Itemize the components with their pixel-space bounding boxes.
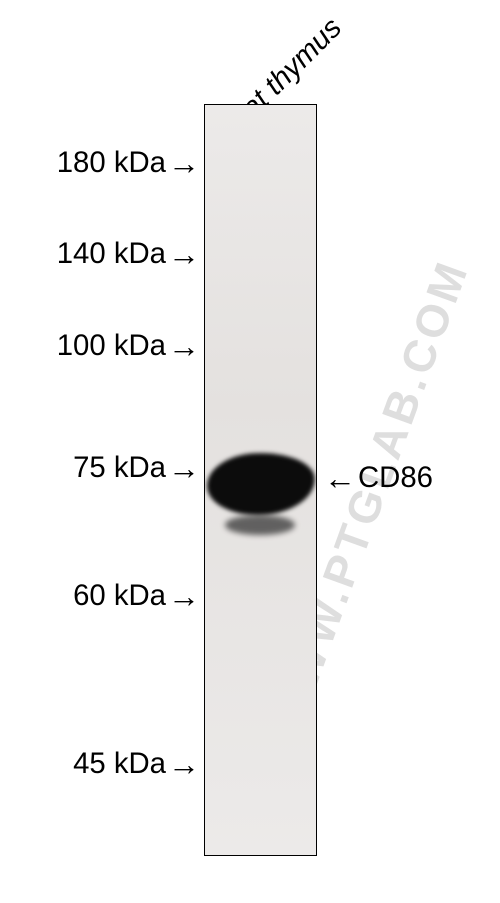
mw-marker: 60 kDa→ xyxy=(73,579,202,613)
mw-marker: 75 kDa→ xyxy=(73,451,202,485)
arrow-right-icon: → xyxy=(168,330,200,362)
mw-marker: 180 kDa→ xyxy=(57,146,202,180)
mw-marker-label: 100 kDa xyxy=(57,329,166,363)
mw-marker-label: 45 kDa xyxy=(73,747,166,781)
arrow-right-icon: → xyxy=(168,452,200,484)
mw-marker: 140 kDa→ xyxy=(57,237,202,271)
arrow-right-icon: → xyxy=(168,748,200,780)
arrow-right-icon: → xyxy=(168,580,200,612)
band-annotation-text: CD86 xyxy=(358,461,433,495)
blot-lane xyxy=(204,104,317,856)
protein-band-cd86-smear xyxy=(225,515,295,535)
mw-marker-label: 60 kDa xyxy=(73,579,166,613)
mw-marker: 45 kDa→ xyxy=(73,747,202,781)
arrow-right-icon: → xyxy=(168,238,200,270)
mw-marker-label: 180 kDa xyxy=(57,146,166,180)
band-annotation-cd86: ← CD86 xyxy=(322,461,433,495)
arrow-left-icon: ← xyxy=(324,462,356,494)
mw-marker-label: 75 kDa xyxy=(73,451,166,485)
arrow-right-icon: → xyxy=(168,147,200,179)
mw-marker: 100 kDa→ xyxy=(57,329,202,363)
western-blot-figure: WWW.PTGLAB.COM rat thymus 180 kDa→140 kD… xyxy=(0,0,500,903)
mw-marker-label: 140 kDa xyxy=(57,237,166,271)
